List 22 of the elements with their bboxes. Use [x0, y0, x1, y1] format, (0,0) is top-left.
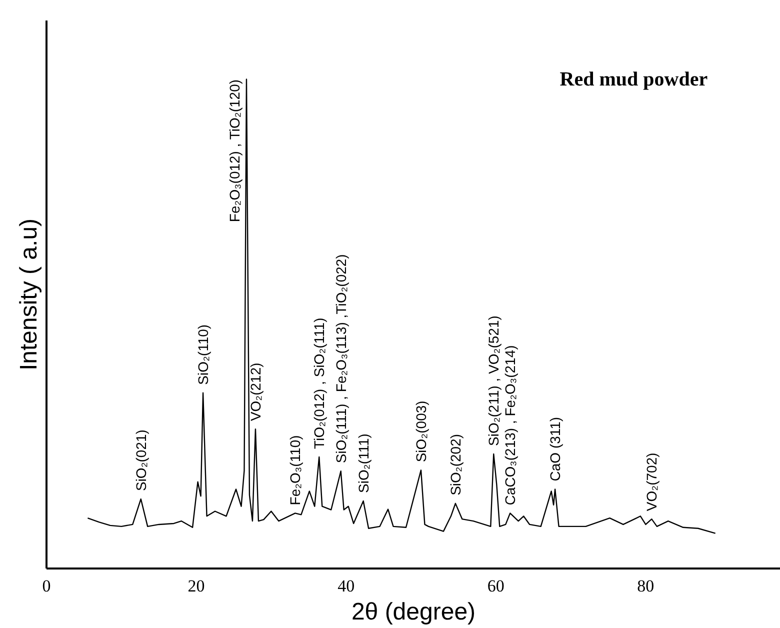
annotation: Fe₂O₃(110) — [287, 435, 304, 506]
x-tick-label: 20 — [188, 576, 205, 596]
annotation: SiO₂(003) — [412, 400, 429, 462]
annotation: SiO₂(211) , VO₂(521) — [486, 316, 502, 446]
annotation: CaO (311) — [547, 416, 564, 482]
annotation: SiO₂(110) — [195, 324, 212, 385]
annotation: Fe₂O₃(012) , TiO₂(120) — [226, 79, 242, 222]
annotation: CaCO₃(213) , Fe₂O₃(214) — [502, 345, 518, 506]
annotation: SiO₂(111) — [355, 434, 372, 493]
annotation: SiO₂(202) — [447, 434, 464, 496]
annotation: VO₂(212) — [247, 362, 264, 422]
x-tick-label: 80 — [637, 576, 654, 596]
x-axis-title: 2θ (degree) — [351, 598, 476, 626]
chart-title: Red mud powder — [560, 68, 708, 90]
x-tick-label: 40 — [338, 576, 355, 596]
annotation: TiO₂(012) , SiO₂(111) — [311, 318, 328, 449]
x-tick-label: 60 — [487, 576, 504, 596]
x-tick-label: 0 — [42, 576, 51, 596]
y-axis-title: Intensity ( a.u) — [16, 218, 42, 371]
annotation: SiO₂(021) — [132, 430, 149, 492]
annotation: VO₂(702) — [644, 452, 660, 512]
annotation: SiO₂(111) , Fe₂O₃(113) ,TiO₂(022) — [332, 254, 349, 464]
